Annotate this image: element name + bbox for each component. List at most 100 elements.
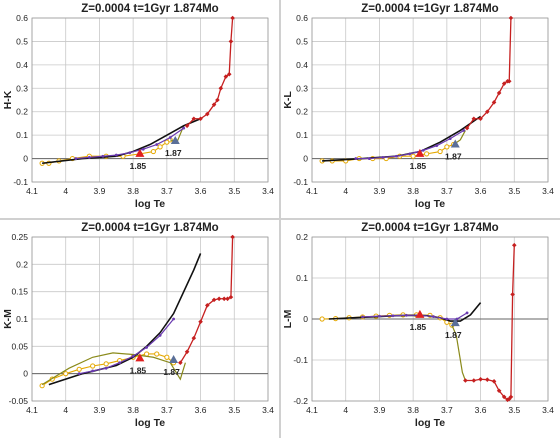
data-point-purple-dot (361, 315, 364, 319)
data-point-red-diamond (511, 242, 517, 248)
chart-svg: 4.1 4 3.9 3.8 3.7 3.6 3.5 3.4 -0.05 0 0.05 0.1 0.15 0… (2, 222, 274, 429)
data-point-purple-dot (391, 314, 395, 318)
data-point-red-diamond (471, 116, 477, 122)
data-point-purple-dot (378, 314, 381, 318)
y-tick-label: 0.4 (296, 60, 308, 70)
data-point-orange-circle (319, 316, 325, 322)
data-point-red-diamond (221, 296, 227, 302)
data-point-red-diamond (223, 74, 229, 79)
y-tick-label: -0.05 (9, 396, 29, 406)
data-point-purple-dot (118, 361, 122, 365)
marker-blue-triangle (169, 355, 179, 363)
data-point-purple-dot (145, 346, 149, 349)
data-point-red-diamond (184, 349, 190, 355)
annotation-label: 1.85 (410, 322, 427, 332)
y-tick-label: 0.2 (296, 232, 308, 242)
x-tick-label: 3.9 (94, 186, 106, 196)
y-tick-label: 0.1 (296, 273, 308, 283)
data-point-red-diamond (230, 234, 235, 240)
marker-blue-triangle (450, 318, 460, 327)
x-tick-label: 4.1 (26, 405, 38, 415)
data-point-orange-circle (154, 351, 160, 357)
data-point-purple-dot (114, 153, 118, 157)
marker-red-triangle (135, 148, 145, 157)
data-point-purple-dot (74, 157, 78, 160)
data-point-purple-dot (172, 317, 176, 321)
data-point-red-diamond (478, 116, 483, 122)
data-point-red-diamond (491, 100, 497, 105)
y-axis-label: H-K (2, 90, 14, 109)
data-point-red-diamond (215, 97, 220, 103)
data-point-red-diamond (478, 376, 483, 382)
x-tick-label: 4 (63, 405, 68, 415)
y-tick-label: 0.3 (16, 83, 28, 93)
x-tick-label: 3.8 (407, 405, 419, 415)
x-tick-label: 3.5 (228, 405, 240, 415)
y-tick-label: 0 (23, 154, 28, 164)
data-point-red-diamond (485, 109, 490, 115)
chart-svg: 4.1 4 3.9 3.8 3.7 3.6 3.5 3.4 -0.1 0 0.1 0.2 0.3 0.4 0… (2, 3, 274, 210)
plot-frame (311, 17, 549, 183)
x-tick-label: 3.9 (374, 405, 386, 415)
x-tick-label: 4.1 (26, 186, 38, 196)
x-axis-label: log Te (135, 198, 165, 210)
x-tick-label: 3.4 (262, 405, 274, 415)
y-tick-label: 0.25 (11, 232, 28, 242)
chart-panel-k-m: 4.1 4 3.9 3.8 3.7 3.6 3.5 3.4 -0.05 0 0.05 0.1 0.15 0… (0, 219, 280, 438)
data-point-purple-dot (394, 154, 398, 158)
chart-svg: 4.1 4 3.9 3.8 3.7 3.6 3.5 3.4 -0.1 0 0.1 0.2 0.3 0.4 0… (282, 3, 554, 210)
data-point-red-diamond (496, 388, 502, 394)
data-point-purple-dot (465, 311, 469, 315)
x-tick-label: 3.4 (262, 186, 274, 196)
y-tick-label: 0.15 (11, 287, 28, 297)
data-point-red-diamond (501, 394, 507, 400)
marker-red-triangle (135, 353, 145, 362)
chart-title: Z=0.0004 t=1Gyr 1.874Mo (81, 222, 218, 234)
data-point-red-diamond (230, 15, 235, 21)
data-point-purple-dot (91, 369, 95, 373)
series-line-red (465, 245, 515, 401)
data-point-red-diamond (496, 90, 502, 96)
x-tick-label: 3.8 (127, 186, 139, 196)
series-line-red (186, 17, 234, 127)
data-point-purple-dot (405, 313, 408, 317)
x-tick-label: 3.9 (374, 186, 386, 196)
data-point-orange-circle (76, 366, 82, 372)
data-point-orange-circle (410, 153, 416, 159)
data-point-orange-circle (164, 354, 170, 360)
annotation-label: 1.87 (445, 152, 462, 162)
x-tick-label: 3.5 (508, 186, 520, 196)
data-point-purple-dot (448, 137, 452, 141)
plot-frame (31, 17, 269, 183)
x-tick-label: 3.5 (508, 405, 520, 415)
marker-red-triangle (415, 148, 425, 157)
x-tick-label: 3.7 (441, 186, 453, 196)
data-point-orange-circle (157, 144, 163, 150)
x-tick-label: 4 (343, 405, 348, 415)
data-point-red-diamond (506, 78, 512, 84)
y-tick-label: 0.5 (16, 36, 28, 46)
chart-panel-l-m: 4.1 4 3.9 3.8 3.7 3.6 3.5 3.4 -0.2 -0.1 0 0.1 0.2 1.8… (280, 219, 560, 438)
data-point-orange-circle (144, 351, 150, 357)
chart-title: Z=0.0004 t=1Gyr 1.874Mo (361, 3, 498, 15)
annotation-label: 1.85 (130, 365, 147, 375)
data-point-red-diamond (464, 125, 470, 131)
data-point-purple-dot (158, 334, 162, 337)
data-point-purple-dot (155, 143, 159, 146)
data-point-red-diamond (226, 71, 232, 77)
data-point-purple-dot (141, 147, 145, 151)
data-point-red-diamond (198, 116, 203, 122)
data-point-red-diamond (471, 378, 477, 383)
chart-title: Z=0.0004 t=1Gyr 1.874Mo (361, 222, 498, 234)
data-point-purple-dot (431, 315, 435, 318)
data-point-purple-dot (381, 156, 385, 159)
y-tick-label: -0.1 (293, 355, 308, 365)
x-tick-label: 3.7 (161, 186, 173, 196)
data-point-red-diamond (198, 319, 203, 325)
y-tick-label: 0.2 (296, 107, 308, 117)
data-point-red-diamond (216, 296, 222, 302)
data-point-red-diamond (508, 394, 514, 400)
data-point-purple-dot (131, 354, 135, 358)
data-point-red-diamond (191, 116, 197, 122)
data-point-orange-circle (444, 144, 450, 150)
